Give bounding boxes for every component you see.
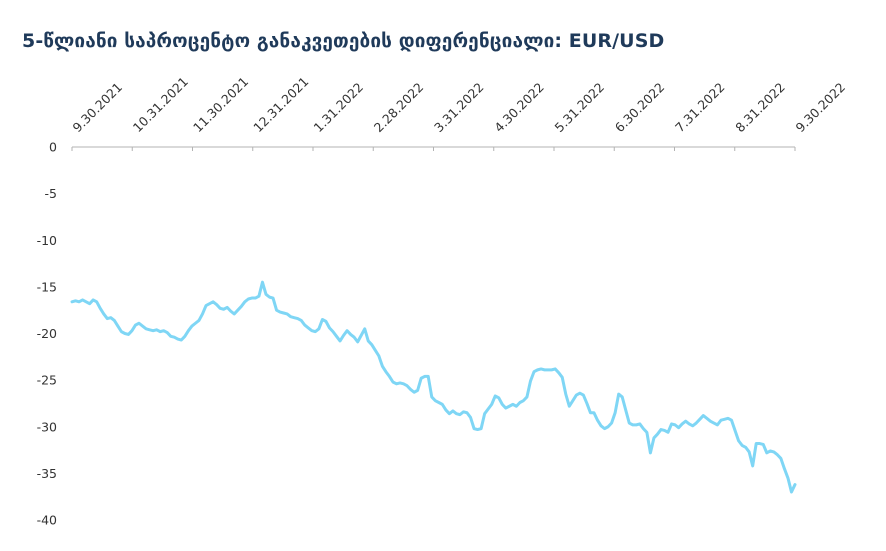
x-tick-label: 9.30.2022 bbox=[793, 80, 849, 136]
x-tick-label: 5.31.2022 bbox=[552, 80, 608, 136]
x-tick-label: 3.31.2022 bbox=[431, 80, 487, 136]
x-tick-label: 4.30.2022 bbox=[491, 80, 547, 136]
chart-title: 5-წლიანი საპროცენტო განაკვეთების დიფერენ… bbox=[22, 30, 665, 52]
x-tick-label: 7.31.2022 bbox=[672, 80, 728, 136]
y-tick-label: -35 bbox=[37, 466, 57, 481]
y-axis-labels: 0 -5 -10 -15 -20 -25 -30 -35 -40 bbox=[37, 140, 57, 528]
x-axis: 9.30.2021 10.31.2021 11.30.2021 12.31.2021 1… bbox=[70, 74, 849, 151]
y-tick-label: 0 bbox=[49, 140, 57, 155]
y-tick-label: -20 bbox=[37, 326, 57, 341]
x-tick-label: 11.30.2021 bbox=[190, 74, 251, 135]
y-tick-label: -30 bbox=[37, 419, 57, 434]
y-tick-label: -15 bbox=[37, 279, 57, 294]
x-tick-label: 12.31.2021 bbox=[250, 74, 311, 135]
y-tick-label: -5 bbox=[45, 186, 57, 201]
y-tick-label: -10 bbox=[37, 233, 57, 248]
x-tick-label: 8.31.2022 bbox=[732, 80, 788, 136]
x-tick-label: 6.30.2022 bbox=[612, 80, 668, 136]
x-tick-label: 9.30.2021 bbox=[70, 80, 126, 136]
x-tick-label: 2.28.2022 bbox=[371, 80, 427, 136]
y-tick-label: -40 bbox=[37, 513, 57, 528]
y-tick-label: -25 bbox=[37, 373, 57, 388]
series-group bbox=[70, 280, 797, 494]
series-line bbox=[70, 280, 797, 494]
x-tick-label: 10.31.2021 bbox=[130, 74, 191, 135]
x-tick-label: 1.31.2022 bbox=[311, 80, 367, 136]
